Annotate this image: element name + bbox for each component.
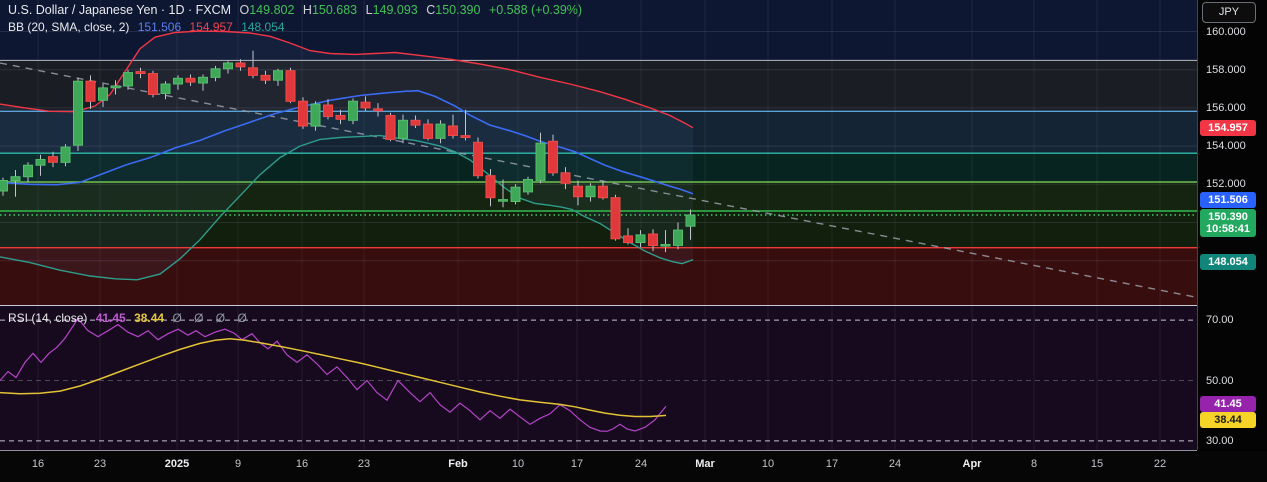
bollinger-basis-value: 151.506	[137, 20, 182, 34]
time-axis-label: 15	[1090, 458, 1104, 470]
symbol-title[interactable]: U.S. Dollar / Japanese Yen · 1D · FXCM	[8, 3, 232, 17]
price-line-badge: 148.054	[1200, 254, 1256, 270]
price-axis-label: 158.000	[1206, 64, 1246, 76]
low-label: L	[365, 3, 373, 17]
rsi-title[interactable]: RSI (14, close)	[8, 311, 88, 325]
change-value: +0.588 (+0.39%)	[488, 3, 583, 17]
price-axis-label: 152.000	[1206, 178, 1246, 190]
time-axis-label: Apr	[962, 458, 982, 470]
rsi-value-badge: 41.45	[1200, 396, 1256, 412]
rsi-ma-value: 38.44	[134, 311, 165, 325]
time-axis-label: 16	[31, 458, 45, 470]
low-value: 149.093	[372, 3, 418, 17]
rsi-legend[interactable]: RSI (14, close) 41.45 38.44 Ø Ø Ø Ø	[8, 311, 252, 325]
rsi-empty-values: Ø Ø Ø Ø	[172, 311, 247, 325]
rsi-axis-label: 70.00	[1206, 314, 1234, 326]
open-value: 149.802	[249, 3, 295, 17]
time-axis-label: 10	[511, 458, 525, 470]
time-axis-label: 17	[570, 458, 584, 470]
price-line-badge: 151.506	[1200, 192, 1256, 208]
bollinger-title[interactable]: BB (20, SMA, close, 2)	[8, 20, 130, 34]
symbol-legend[interactable]: U.S. Dollar / Japanese Yen · 1D · FXCM O…	[8, 3, 587, 17]
time-axis-label: 8	[1030, 458, 1038, 470]
time-axis-label: 9	[234, 458, 242, 470]
open-label: O	[239, 3, 250, 17]
time-axis-label: Feb	[448, 458, 468, 470]
last-price-countdown-badge: 150.390 10:58:41	[1200, 209, 1256, 237]
price-axis-label: 156.000	[1206, 102, 1246, 114]
time-axis-label: 2025	[164, 458, 190, 470]
time-axis-label: 24	[888, 458, 902, 470]
time-axis-label: 22	[1153, 458, 1167, 470]
rsi-axis-label: 50.00	[1206, 375, 1234, 387]
time-axis-label: 10	[761, 458, 775, 470]
price-axis-label: 160.000	[1206, 26, 1246, 38]
main-price-pane[interactable]	[0, 0, 1197, 305]
price-axis[interactable]: JPY 160.000 158.000 156.000 154.000 152.000 1…	[1198, 0, 1267, 450]
price-axis-border	[1197, 0, 1198, 450]
time-axis-label: 16	[295, 458, 309, 470]
pane-separator[interactable]	[0, 305, 1197, 306]
rsi-chart-svg[interactable]	[0, 306, 1197, 450]
time-axis-label: 23	[357, 458, 371, 470]
time-axis-label: 23	[93, 458, 107, 470]
bollinger-legend[interactable]: BB (20, SMA, close, 2) 151.506 154.957 1…	[8, 20, 290, 34]
time-axis-separator	[0, 450, 1197, 451]
high-label: H	[302, 3, 312, 17]
time-axis-label: 24	[634, 458, 648, 470]
rsi-value: 41.45	[95, 311, 126, 325]
rsi-axis-label: 30.00	[1206, 435, 1234, 447]
bollinger-lower-value: 148.054	[241, 20, 285, 34]
time-axis-label: 17	[825, 458, 839, 470]
close-label: C	[426, 3, 436, 17]
currency-toggle-button[interactable]: JPY	[1202, 2, 1256, 23]
close-value: 150.390	[435, 3, 481, 17]
rsi-value-badge: 38.44	[1200, 412, 1256, 428]
time-axis-label: Mar	[695, 458, 715, 470]
price-line-badge: 154.957	[1200, 120, 1256, 136]
price-axis-label: 154.000	[1206, 140, 1246, 152]
bollinger-upper-value: 154.957	[189, 20, 233, 34]
price-chart-svg[interactable]	[0, 0, 1197, 305]
high-value: 150.683	[311, 3, 358, 17]
rsi-indicator-pane[interactable]	[0, 306, 1197, 450]
time-axis[interactable]: 16 23 2025 9 16 23 Feb 10 17 24 Mar 10 17 24 Apr 8 15 22	[0, 451, 1267, 482]
